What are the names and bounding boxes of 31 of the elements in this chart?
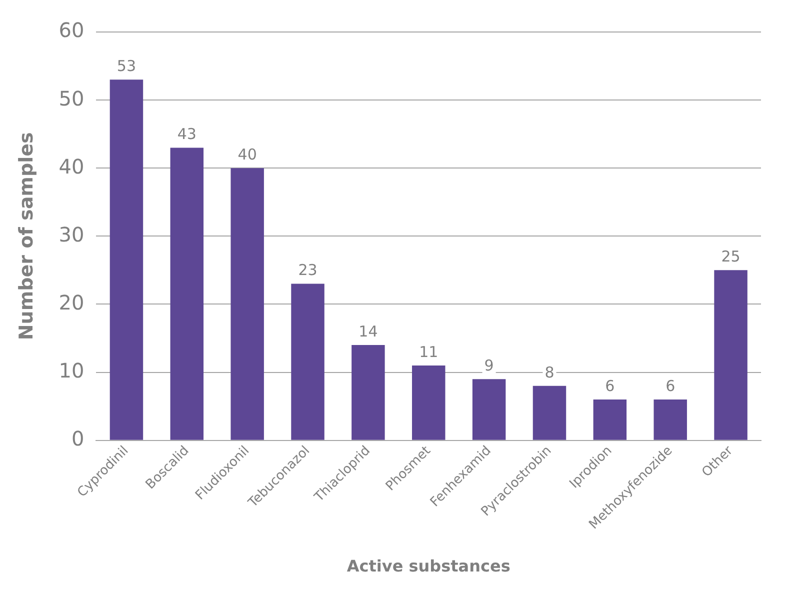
data-label: 43 — [177, 125, 196, 144]
y-tick-label: 30 — [58, 222, 84, 246]
data-label: 53 — [116, 57, 136, 76]
data-label: 6 — [666, 376, 676, 395]
data-label: 40 — [238, 145, 257, 164]
y-tick-label: 10 — [58, 358, 84, 382]
y-tick-label: 50 — [58, 86, 84, 110]
data-label: 8 — [544, 363, 554, 382]
bar — [170, 148, 204, 440]
data-label: 25 — [721, 248, 740, 266]
data-label: 14 — [358, 322, 378, 340]
data-label: 11 — [419, 342, 438, 361]
y-tick-label: 20 — [58, 290, 84, 314]
bar — [110, 80, 144, 440]
data-label: 6 — [605, 376, 615, 395]
y-tick-label: 0 — [72, 426, 84, 451]
bar — [714, 270, 748, 440]
bar — [593, 399, 627, 440]
data-label: 23 — [298, 261, 318, 280]
y-tick-label: 60 — [58, 18, 84, 42]
bar — [412, 365, 446, 440]
x-axis-title: Active substances — [346, 556, 510, 576]
bar — [230, 168, 264, 440]
y-tick-label: 40 — [58, 154, 84, 178]
bar — [532, 386, 566, 440]
bar — [654, 399, 687, 440]
bar — [291, 284, 324, 440]
bar — [472, 379, 506, 440]
y-axis-title: Number of samples — [15, 132, 38, 340]
bar — [352, 345, 385, 440]
data-label: 9 — [484, 356, 494, 374]
